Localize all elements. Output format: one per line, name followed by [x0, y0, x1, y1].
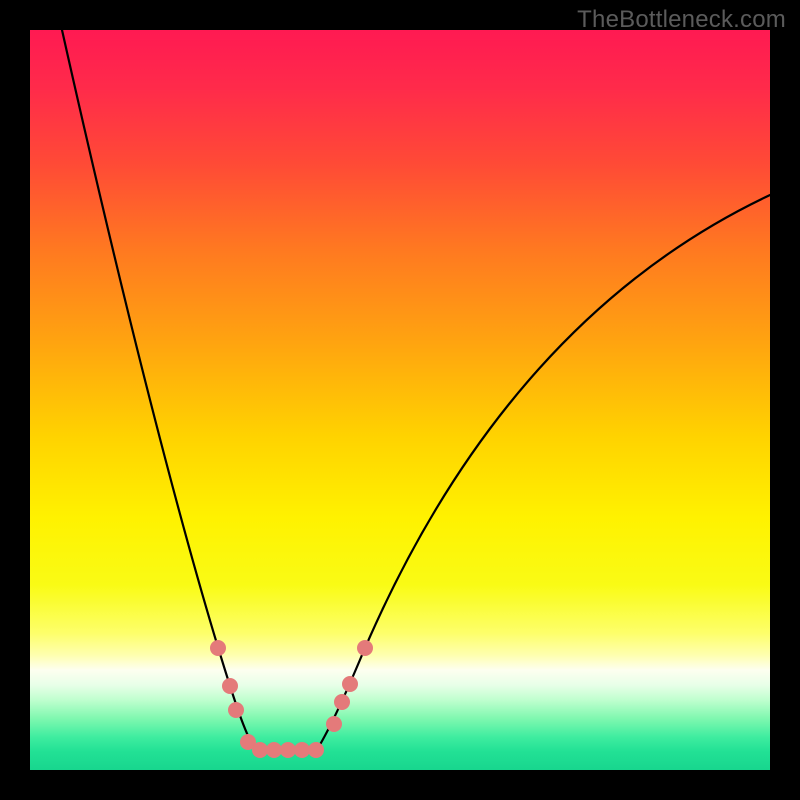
data-marker — [228, 702, 244, 718]
data-marker — [308, 742, 324, 758]
outer-frame: TheBottleneck.com — [0, 0, 800, 800]
data-marker — [294, 742, 310, 758]
data-marker — [252, 742, 268, 758]
data-marker — [326, 716, 342, 732]
data-marker — [210, 640, 226, 656]
data-marker — [222, 678, 238, 694]
data-marker — [334, 694, 350, 710]
data-marker — [266, 742, 282, 758]
gradient-background — [30, 30, 770, 770]
data-marker — [280, 742, 296, 758]
plot-area — [30, 30, 770, 770]
bottleneck-chart — [30, 30, 770, 770]
watermark-label: TheBottleneck.com — [577, 6, 786, 34]
data-marker — [357, 640, 373, 656]
data-marker — [342, 676, 358, 692]
